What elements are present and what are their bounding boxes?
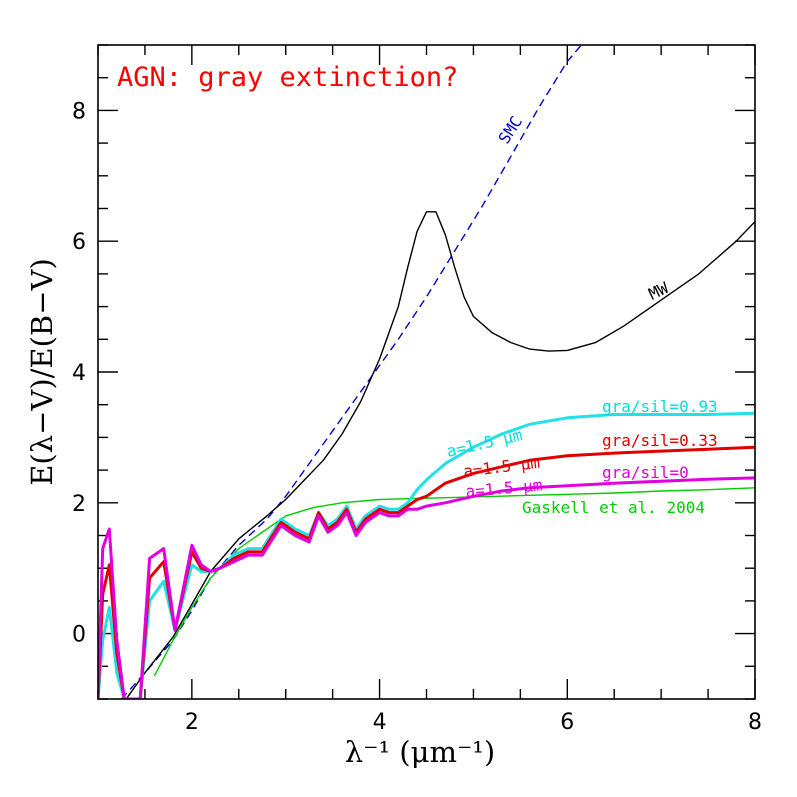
gra-sil-093-label: gra/sil=0.93 <box>602 397 718 416</box>
y-axis-label: E(λ−V)/E(B−V) <box>25 258 59 486</box>
series-line-gaskell-et-al-2004 <box>153 487 755 677</box>
gra-sil-033-label: gra/sil=0.33 <box>602 431 718 450</box>
gra-sil-0-label: gra/sil=0 <box>602 463 689 482</box>
series-line-smc <box>120 45 582 699</box>
axis-ticks <box>97 44 756 700</box>
series-line-gra-sil-0 <box>98 476 755 699</box>
gaskell-label: Gaskell et al. 2004 <box>522 498 705 517</box>
x-tick-label: 8 <box>748 710 762 735</box>
mw-label: MW <box>646 278 672 304</box>
x-tick-label: 2 <box>185 710 199 735</box>
y-tick-label: 8 <box>72 99 86 124</box>
series-line-mw <box>125 211 755 699</box>
plot-frame <box>97 44 756 700</box>
chart-title: AGN: gray extinction? <box>117 62 458 93</box>
y-tick-label: 0 <box>72 623 86 648</box>
tick-labels: 2 4 6 8 0 2 4 6 8 <box>72 99 762 735</box>
x-tick-label: 4 <box>373 710 387 735</box>
y-tick-label: 2 <box>72 492 86 517</box>
smc-label: SMC <box>494 113 526 148</box>
series-layer <box>98 45 755 699</box>
y-tick-label: 4 <box>72 361 86 386</box>
y-tick-label: 6 <box>72 230 86 255</box>
x-axis-label: λ⁻¹ (μm⁻¹) <box>345 735 495 769</box>
series-line-gra-sil-0-33 <box>98 445 755 699</box>
x-tick-label: 6 <box>560 710 574 735</box>
